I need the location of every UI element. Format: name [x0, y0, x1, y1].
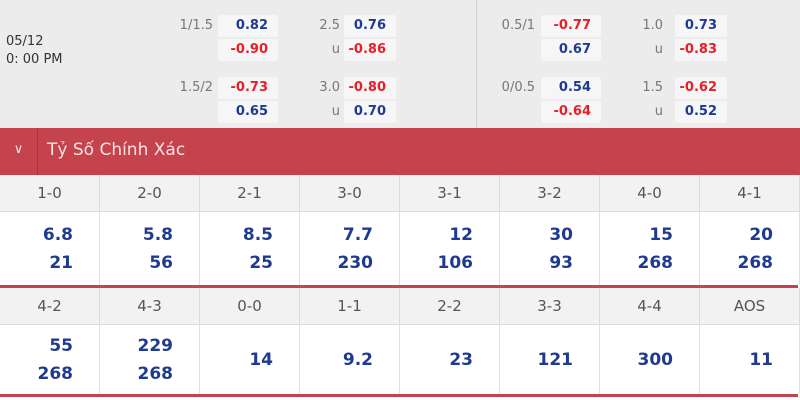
- score-label: 4-1: [700, 175, 800, 212]
- score-label: 2-0: [100, 175, 200, 212]
- score-odds-cell[interactable]: 12 106: [400, 212, 500, 285]
- score-odds-cell[interactable]: 30 93: [500, 212, 600, 285]
- correct-score-grid-2: 4-2 4-3 0-0 1-1 2-2 3-3 4-4 AOS 55 268 229 268 14 9.2…: [0, 288, 800, 394]
- handicap-odds-home[interactable]: -0.77: [541, 15, 601, 37]
- score-odds-cell[interactable]: 20 268: [700, 212, 800, 285]
- score-label: 4-3: [100, 288, 200, 325]
- under-odds[interactable]: 0.70: [344, 101, 396, 123]
- divider: [476, 0, 477, 128]
- handicap-odds-home[interactable]: -0.73: [218, 77, 278, 99]
- score-label: 4-2: [0, 288, 100, 325]
- score-odds[interactable]: 229: [137, 335, 174, 356]
- score-odds-cell[interactable]: 23: [400, 325, 500, 394]
- under-label: u: [654, 104, 663, 119]
- score-odds[interactable]: 5.8: [142, 224, 173, 245]
- score-odds[interactable]: 268: [737, 252, 774, 273]
- score-label: 1-0: [0, 175, 100, 212]
- score-label: 2-1: [200, 175, 300, 212]
- score-odds-cell[interactable]: 9.2: [300, 325, 400, 394]
- match-datetime: 05/12 0: 00 PM: [6, 33, 63, 69]
- handicap-odds-away[interactable]: 0.65: [218, 101, 278, 123]
- handicap-line: 0/0.5: [501, 80, 535, 95]
- score-odds[interactable]: 121: [537, 349, 574, 370]
- score-odds[interactable]: 268: [37, 363, 74, 384]
- section-title: Tỷ Số Chính Xác: [47, 140, 186, 160]
- handicap-line: 0.5/1: [501, 18, 535, 33]
- handicap-line: 1/1.5: [179, 18, 213, 33]
- score-odds-cell[interactable]: 6.8 21: [0, 212, 100, 285]
- correct-score-grid-1: 1-0 2-0 2-1 3-0 3-1 3-2 4-0 4-1 6.8 21 5.8 56 8.5 25 7…: [0, 175, 800, 285]
- score-odds[interactable]: 7.7: [342, 224, 373, 245]
- match-time: 0: 00 PM: [6, 52, 63, 67]
- score-odds[interactable]: 9.2: [342, 349, 373, 370]
- score-label: 4-0: [600, 175, 700, 212]
- score-odds[interactable]: 268: [137, 363, 174, 384]
- score-odds[interactable]: 11: [749, 349, 773, 370]
- score-odds[interactable]: 93: [549, 252, 573, 273]
- score-label: AOS: [700, 288, 800, 325]
- handicap-line: 1.5/2: [179, 80, 213, 95]
- score-odds[interactable]: 30: [549, 224, 573, 245]
- score-label: 3-1: [400, 175, 500, 212]
- score-odds[interactable]: 25: [249, 252, 273, 273]
- score-odds[interactable]: 15: [649, 224, 673, 245]
- score-label: 0-0: [200, 288, 300, 325]
- score-odds-cell[interactable]: 55 268: [0, 325, 100, 394]
- under-label: u: [331, 104, 340, 119]
- score-odds-cell[interactable]: 11: [700, 325, 800, 394]
- score-label: 3-3: [500, 288, 600, 325]
- score-odds-cell[interactable]: 8.5 25: [200, 212, 300, 285]
- score-odds-cell[interactable]: 15 268: [600, 212, 700, 285]
- match-date: 05/12: [6, 34, 44, 49]
- score-label: 3-0: [300, 175, 400, 212]
- score-odds[interactable]: 106: [437, 252, 474, 273]
- score-odds-cell[interactable]: 300: [600, 325, 700, 394]
- over-under-line: 3.0: [319, 80, 340, 95]
- over-odds[interactable]: -0.62: [675, 77, 727, 99]
- under-label: u: [654, 42, 663, 57]
- score-label: 1-1: [300, 288, 400, 325]
- score-odds-cell[interactable]: 14: [200, 325, 300, 394]
- handicap-odds-away[interactable]: -0.90: [218, 39, 278, 61]
- over-odds[interactable]: -0.80: [344, 77, 396, 99]
- score-odds[interactable]: 230: [337, 252, 374, 273]
- chevron-down-icon[interactable]: ∨: [0, 128, 38, 175]
- score-label: 3-2: [500, 175, 600, 212]
- score-odds[interactable]: 268: [637, 252, 674, 273]
- over-under-line: 1.0: [642, 18, 663, 33]
- score-odds[interactable]: 20: [749, 224, 773, 245]
- score-odds-cell[interactable]: 5.8 56: [100, 212, 200, 285]
- over-odds[interactable]: 0.76: [344, 15, 396, 37]
- handicap-odds-away[interactable]: -0.64: [541, 101, 601, 123]
- score-odds[interactable]: 300: [637, 349, 674, 370]
- over-odds[interactable]: 0.73: [675, 15, 727, 37]
- under-odds[interactable]: -0.83: [675, 39, 727, 61]
- score-odds[interactable]: 23: [449, 349, 473, 370]
- score-odds[interactable]: 8.5: [242, 224, 273, 245]
- under-label: u: [331, 42, 340, 57]
- score-odds[interactable]: 21: [49, 252, 73, 273]
- score-odds-cell[interactable]: 121: [500, 325, 600, 394]
- score-label: 4-4: [600, 288, 700, 325]
- score-odds[interactable]: 55: [49, 335, 73, 356]
- section-header[interactable]: ∨ Tỷ Số Chính Xác: [0, 128, 800, 175]
- handicap-odds-home[interactable]: 0.54: [541, 77, 601, 99]
- over-under-line: 2.5: [319, 18, 340, 33]
- score-odds[interactable]: 12: [449, 224, 473, 245]
- under-odds[interactable]: -0.86: [344, 39, 396, 61]
- score-odds[interactable]: 56: [149, 252, 173, 273]
- handicap-odds-away[interactable]: 0.67: [541, 39, 601, 61]
- score-label: 2-2: [400, 288, 500, 325]
- handicap-odds-home[interactable]: 0.82: [218, 15, 278, 37]
- score-odds-cell[interactable]: 229 268: [100, 325, 200, 394]
- score-odds-cell[interactable]: 7.7 230: [300, 212, 400, 285]
- under-odds[interactable]: 0.52: [675, 101, 727, 123]
- score-odds[interactable]: 14: [249, 349, 273, 370]
- over-under-line: 1.5: [642, 80, 663, 95]
- match-odds-panel: 05/12 0: 00 PM 1/1.5 0.82 -0.90 2.5 0.76 u -0.…: [0, 0, 800, 128]
- score-odds[interactable]: 6.8: [42, 224, 73, 245]
